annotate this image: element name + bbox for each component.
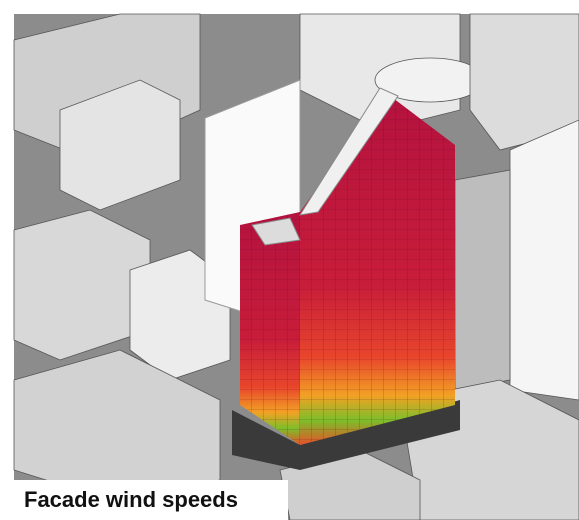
roof-notch: [251, 217, 301, 246]
facade-left-grid: [240, 212, 300, 445]
caption: Facade wind speeds: [14, 480, 288, 520]
sloped-roof: [298, 87, 399, 216]
